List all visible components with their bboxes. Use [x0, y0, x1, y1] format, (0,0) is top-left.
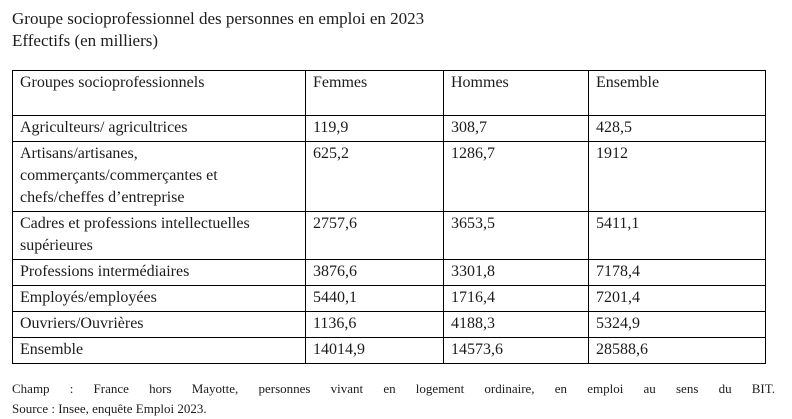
- header-ensemble: Ensemble: [588, 70, 766, 116]
- hommes-cell: 1286,7: [443, 141, 589, 212]
- group-cell: Cadres et professions intellectuelles su…: [12, 211, 306, 260]
- femmes-cell: 119,9: [305, 115, 444, 142]
- source-note: Source : Insee, enquête Emploi 2023.: [12, 401, 207, 416]
- group-cell: Agriculteurs/ agricultrices: [12, 115, 306, 142]
- table-row: Artisans/artisanes, commerçants/commerça…: [12, 141, 766, 212]
- socioprofessional-table: Groupes socioprofessionnels Femmes Homme…: [12, 70, 766, 364]
- femmes-cell: 625,2: [305, 141, 444, 212]
- table-row-total: Ensemble 14014,9 14573,6 28588,6: [12, 337, 766, 364]
- femmes-cell: 1136,6: [305, 311, 444, 338]
- header-groupes: Groupes socioprofessionnels: [12, 70, 306, 116]
- group-cell: Artisans/artisanes, commerçants/commerça…: [12, 141, 306, 212]
- hommes-cell: 3653,5: [443, 211, 589, 260]
- femmes-cell: 14014,9: [305, 337, 444, 364]
- table-row: Ouvriers/Ouvrières 1136,6 4188,3 5324,9: [12, 311, 766, 338]
- table-header-row: Groupes socioprofessionnels Femmes Homme…: [12, 70, 766, 116]
- ensemble-cell: 428,5: [588, 115, 766, 142]
- group-cell: Ouvriers/Ouvrières: [12, 311, 306, 338]
- group-cell: Employés/employées: [12, 285, 306, 312]
- group-cell: Professions intermédiaires: [12, 259, 306, 286]
- ensemble-cell: 1912: [588, 141, 766, 212]
- ensemble-cell: 7178,4: [588, 259, 766, 286]
- footer-notes: Champ : France hors Mayotte, personnes v…: [12, 379, 775, 419]
- ensemble-cell: 7201,4: [588, 285, 766, 312]
- table-row: Employés/employées 5440,1 1716,4 7201,4: [12, 285, 766, 312]
- champ-note: Champ : France hors Mayotte, personnes v…: [12, 381, 775, 396]
- header-hommes: Hommes: [443, 70, 589, 116]
- hommes-cell: 4188,3: [443, 311, 589, 338]
- table-row: Professions intermédiaires 3876,6 3301,8…: [12, 259, 766, 286]
- femmes-cell: 3876,6: [305, 259, 444, 286]
- page-title: Groupe socioprofessionnel des personnes …: [12, 9, 425, 28]
- group-cell: Ensemble: [12, 337, 306, 364]
- femmes-cell: 2757,6: [305, 211, 444, 260]
- table-row: Cadres et professions intellectuelles su…: [12, 211, 766, 260]
- hommes-cell: 308,7: [443, 115, 589, 142]
- ensemble-cell: 28588,6: [588, 337, 766, 364]
- hommes-cell: 1716,4: [443, 285, 589, 312]
- table-row: Agriculteurs/ agricultrices 119,9 308,7 …: [12, 115, 766, 142]
- femmes-cell: 5440,1: [305, 285, 444, 312]
- hommes-cell: 14573,6: [443, 337, 589, 364]
- ensemble-cell: 5324,9: [588, 311, 766, 338]
- hommes-cell: 3301,8: [443, 259, 589, 286]
- ensemble-cell: 5411,1: [588, 211, 766, 260]
- header-femmes: Femmes: [305, 70, 444, 116]
- title-block: Groupe socioprofessionnel des personnes …: [12, 8, 772, 52]
- page-subtitle: Effectifs (en milliers): [12, 31, 159, 50]
